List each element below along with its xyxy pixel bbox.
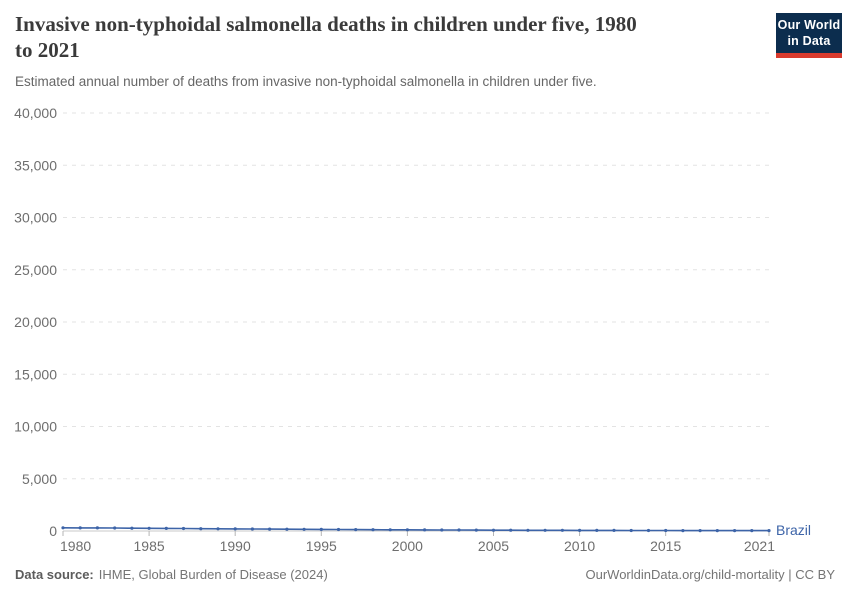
svg-text:20,000: 20,000 — [14, 314, 57, 330]
x-axis-ticks — [62, 531, 770, 536]
svg-text:1985: 1985 — [134, 538, 165, 554]
chart-subtitle: Estimated annual number of deaths from i… — [15, 74, 597, 89]
chart-title-line1: Invasive non-typhoidal salmonella deaths… — [15, 12, 637, 36]
x-axis-labels: 1980 1985 1990 1995 2000 2005 2010 2015 2021 — [60, 538, 775, 554]
chart-footer: Data source: IHME, Global Burden of Disea… — [15, 567, 835, 582]
owid-logo-line2: in Data — [787, 33, 831, 48]
gridlines — [63, 112, 769, 532]
svg-text:15,000: 15,000 — [14, 366, 57, 382]
owid-logo-box: Our World in Data — [776, 13, 842, 53]
svg-text:25,000: 25,000 — [14, 262, 57, 278]
credit-link[interactable]: OurWorldinData.org/child-mortality | CC … — [585, 567, 836, 582]
owid-logo[interactable]: Our World in Data — [776, 13, 842, 58]
data-source: Data source: IHME, Global Burden of Disea… — [15, 567, 328, 582]
data-source-value: IHME, Global Burden of Disease (2024) — [98, 567, 328, 582]
y-axis-labels: 0 5,000 10,000 15,000 20,000 25,000 30,000 35,0… — [14, 105, 57, 539]
chart-title: Invasive non-typhoidal salmonella deaths… — [15, 11, 765, 63]
svg-text:2000: 2000 — [392, 538, 423, 554]
data-points-brazil[interactable] — [61, 526, 771, 533]
svg-text:35,000: 35,000 — [14, 157, 57, 173]
svg-text:0: 0 — [49, 523, 57, 539]
svg-text:2010: 2010 — [564, 538, 595, 554]
svg-text:40,000: 40,000 — [14, 105, 57, 121]
svg-text:2021: 2021 — [744, 538, 775, 554]
svg-text:2005: 2005 — [478, 538, 509, 554]
svg-text:5,000: 5,000 — [22, 471, 57, 487]
svg-text:30,000: 30,000 — [14, 210, 57, 226]
owid-logo-line1: Our World — [777, 18, 841, 32]
svg-text:1980: 1980 — [60, 538, 91, 554]
svg-text:1990: 1990 — [220, 538, 251, 554]
owid-logo-stripe — [776, 53, 842, 58]
svg-text:2015: 2015 — [650, 538, 681, 554]
series-line-brazil[interactable] — [62, 527, 769, 532]
svg-text:1995: 1995 — [306, 538, 337, 554]
data-source-label: Data source: — [15, 567, 94, 582]
svg-text:10,000: 10,000 — [14, 419, 57, 435]
chart-title-line2: to 2021 — [15, 38, 80, 62]
entity-label-brazil[interactable]: Brazil — [776, 522, 811, 538]
